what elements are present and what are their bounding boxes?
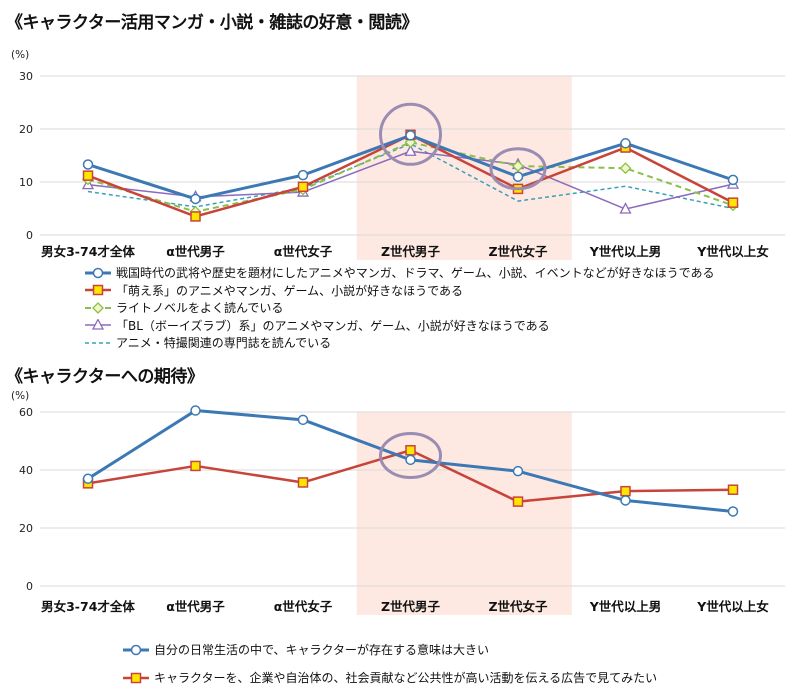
chart2-series-2-point [297,477,309,488]
chart2-title: 《キャラクターへの期待》 [6,367,204,387]
chart1-legend-label: 「萌え系」のアニメやマンガ、ゲーム、小説が好きなほうである [116,283,464,298]
chart1-legend-label: 「BL（ボーイズラブ）系」のアニメやマンガ、ゲーム、小説が好きなほうである [116,318,550,333]
chart2-series-1-point [405,454,416,466]
chart1-series-4-point [619,202,632,214]
chart1-x-tick-label: Z世代女子 [488,244,548,259]
chart2-series-line-2 [87,449,734,503]
chart1-x-tick-label: α世代女子 [274,244,333,259]
chart1-series-2-point [190,211,201,222]
chart1-legend-marker [92,284,104,296]
chart2-legend-label: キャラクターを、企業や自治体の、社会貢献など公共性が高い活動を伝える広告で見てみ… [154,671,658,685]
chart1-plot: 0 10 20 30 (%) 男女3-74才全体 α世代男子 α世代女子 Z世代男子 Z世代女子 Y… [11,49,785,260]
chart2-x-tick-label: Z世代男子 [381,599,441,614]
chart1-legend-swatch [85,301,111,314]
chart2-x-tick-label: 男女3-74才全体 [41,599,135,614]
chart1-series-1-point [297,169,309,181]
chart2-series-1-point [190,405,201,416]
chart2-legend-item: 自分の日常生活の中で、キャラクターが存在する意味は大きい [122,641,489,658]
chart2-y-tick-label: 0 [26,580,33,593]
chart1-legend-item: 「BL（ボーイズラブ）系」のアニメやマンガ、ゲーム、小説が好きなほうである [84,317,550,334]
chart1-series-1-point [82,159,94,170]
chart1-series-1-point [620,138,631,149]
chart2-series-2-point [190,460,201,472]
chart2-unit-label: (%) [11,390,29,402]
chart2-series-2-point [405,445,416,456]
chart1-legend-label: ライトノベルをよく読んでいる [116,301,284,315]
chart1-highlight-circle [489,147,547,191]
chart1-x-tick-label: α世代男子 [166,244,225,259]
chart1-legend-label: 戦国時代の武将や歴史を題材にしたアニメやマンガ、ドラマ、ゲーム、小説、イベントな… [116,266,715,280]
chart1-x-tick-label: Y世代以上女 [696,244,769,259]
chart1-legend-marker [92,301,104,314]
chart1-x-tick-label: Y世代以上男 [589,244,662,259]
chart1-series-1-point [727,174,739,186]
chart1-series-1-point [512,171,524,182]
chart2-highlight-circle [379,432,442,479]
chart2-series-1-point [297,414,309,426]
chart1-series-3-point [512,160,524,173]
chart1-legend-item: 「萌え系」のアニメやマンガ、ゲーム、小説が好きなほうである [84,282,463,299]
chart1-legend-swatch [85,267,111,278]
chart2-y-tick-label: 60 [19,406,33,419]
chart1-series-2-point [727,197,739,208]
chart2-legend-marker [130,644,142,655]
chart2-series-1-point [727,506,739,517]
chart2-series-1-point [82,473,94,484]
chart2-series-1-point [512,465,524,477]
chart1-series-2-point [82,170,94,181]
chart2-x-tick-label: α世代男子 [166,599,225,614]
chart2-y-tick-label: 40 [19,464,33,477]
chart1-y-tick-label: 10 [19,176,33,189]
chart1-legend-marker [92,267,104,278]
chart2-legend-swatch [123,644,149,655]
chart2-x-tick-label: α世代女子 [274,599,333,614]
chart2-y-tick-label: 20 [19,522,33,535]
chart1-unit-label: (%) [11,49,29,61]
chart2-legend-marker [130,672,142,683]
chart2-series-2-point [512,496,524,507]
chart1-highlight-band [356,76,572,260]
chart1-y-tick-label: 30 [19,70,33,83]
chart1-legend-item: ライトノベルをよく読んでいる [84,299,283,316]
chart1-y-tick-label: 20 [19,123,33,136]
chart1-legend-item: アニメ・特撮関連の専門誌を読んでいる [84,334,331,351]
chart2-legend-swatch [123,672,149,683]
chart1-legend-item: 戦国時代の武将や歴史を題材にしたアニメやマンガ、ドラマ、ゲーム、小説、イベントな… [84,264,714,281]
chart1-x-tick-label: Z世代男子 [381,244,441,259]
chart2-series-1-point [620,495,631,506]
chart2-x-tick-label: Y世代以上女 [696,599,769,614]
chart2-series-line-1 [87,409,734,513]
chart1-legend-marker [91,319,105,330]
chart1-series-3-point [619,162,632,175]
chart2-x-tick-label: Z世代女子 [488,599,548,614]
chart1-title: 《キャラクター活用マンガ・小説・雑誌の好意・閲読》 [6,13,418,33]
chart2-highlight-band [356,412,572,615]
chart1-series-4-point [404,144,417,156]
chart2-legend-item: キャラクターを、企業や自治体の、社会貢献など公共性が高い活動を伝える広告で見てみ… [122,669,657,686]
chart1-series-2-point [297,181,309,193]
chart2-series-2-point [82,478,94,489]
chart1-legend-swatch [85,284,111,296]
chart1-legend-swatch [85,341,111,344]
chart1-series-1-point [190,193,201,205]
chart2-legend-label: 自分の日常生活の中で、キャラクターが存在する意味は大きい [154,643,490,657]
chart1-highlight-circle [379,102,442,166]
chart1-series-1-point [405,130,416,141]
chart1-y-tick-label: 0 [26,229,33,242]
chart2-x-tick-label: Y世代以上男 [589,599,662,614]
chart2-series-2-point [620,485,631,497]
chart1-x-tick-label: 男女3-74才全体 [41,244,135,259]
chart2-series-2-point [727,484,739,495]
chart1-legend-swatch [85,319,111,330]
chart1-legend-label: アニメ・特撮関連の専門誌を読んでいる [116,336,332,350]
